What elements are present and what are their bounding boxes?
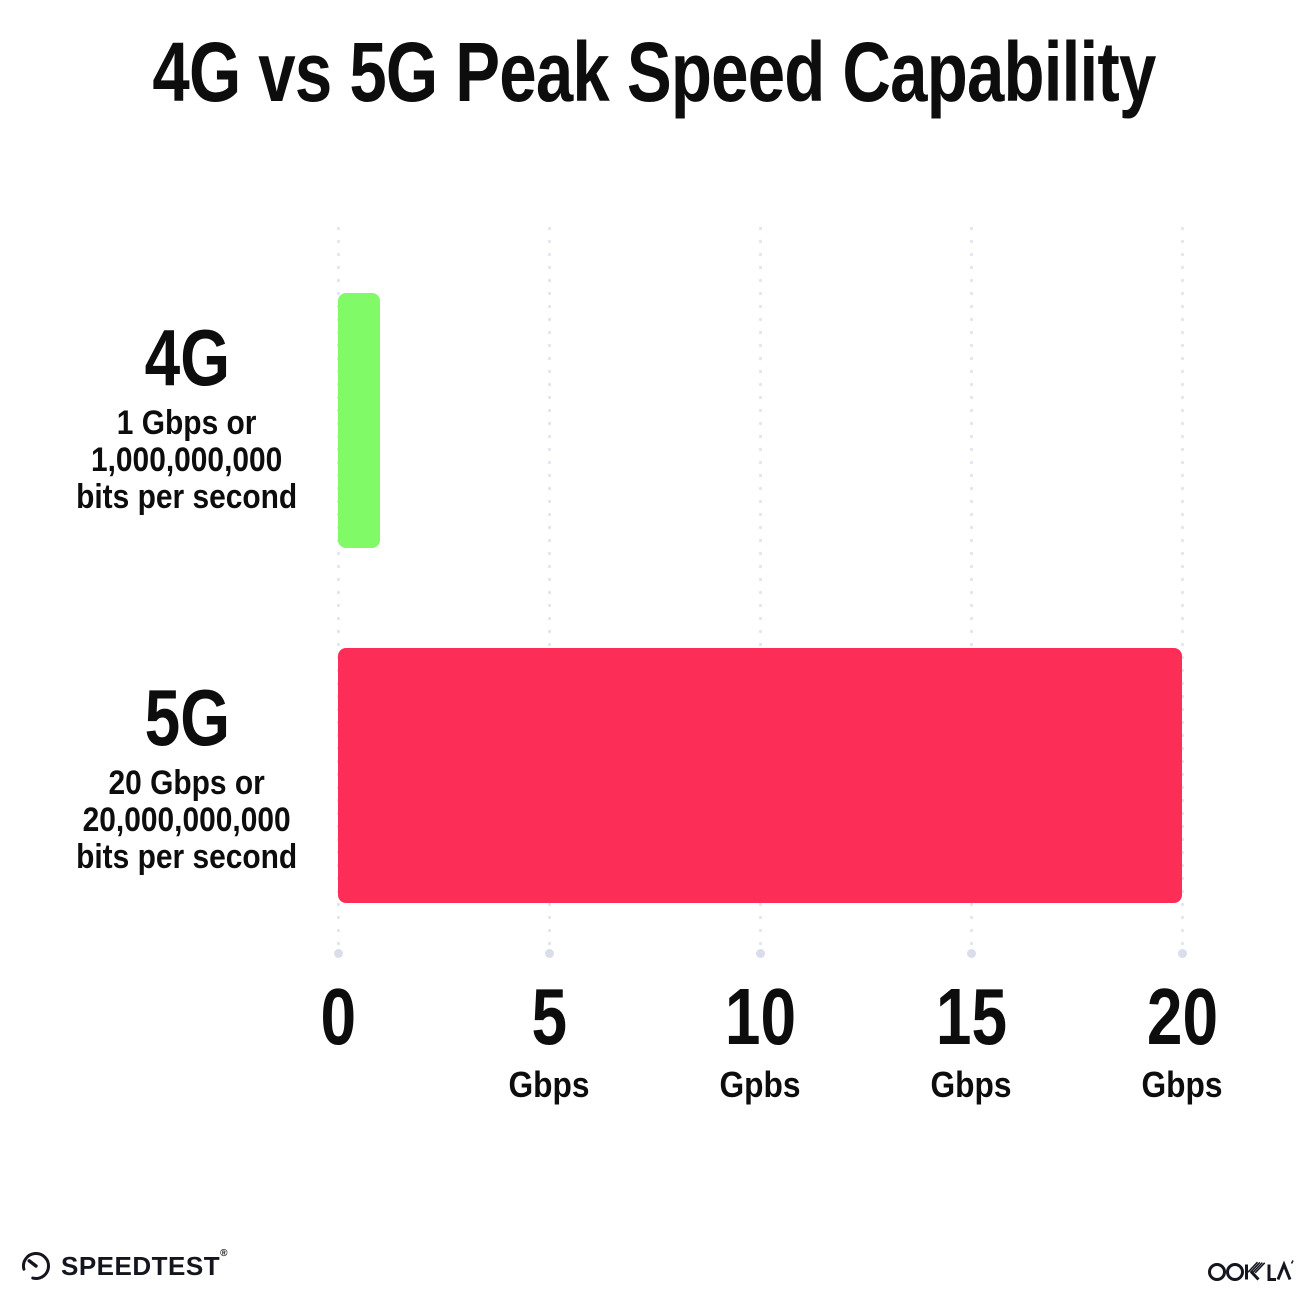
row-label-4g-line1: 1 Gbps or	[117, 404, 257, 442]
x-tick-5-value: 5	[531, 972, 567, 1061]
x-tick-10-unit: Gpbs	[719, 1064, 801, 1105]
x-tick-15: 15 Gbps	[861, 977, 1081, 1103]
row-label-5g-title: 5G	[144, 673, 230, 762]
bar-5g	[338, 648, 1182, 903]
gridline-0gbps	[333, 222, 343, 959]
x-tick-5: 5 Gbps	[439, 977, 659, 1103]
gridline-dots	[1180, 222, 1184, 948]
gridline-dots	[758, 222, 762, 948]
registered-mark: ®	[220, 1248, 228, 1259]
trademark-mark	[1290, 1260, 1294, 1264]
gridline-dots	[547, 222, 551, 948]
gridline-end-dot	[333, 949, 343, 958]
gridline-end-dot	[966, 949, 976, 958]
x-tick-0: 0	[228, 977, 448, 1103]
page-title: 4G vs 5G Peak Speed Capability	[0, 24, 1308, 121]
ookla-logo	[1208, 1256, 1294, 1286]
x-tick-15-unit: Gbps	[930, 1064, 1012, 1105]
gridline-end-dot	[755, 949, 765, 958]
gridline-10gbps	[755, 222, 765, 959]
speedtest-gauge-icon	[22, 1252, 50, 1280]
row-label-4g-line3: bits per second	[76, 478, 298, 516]
row-label-4g-title: 4G	[144, 313, 230, 402]
x-tick-0-value: 0	[320, 972, 356, 1061]
x-tick-20-unit: Gbps	[1141, 1064, 1223, 1105]
x-tick-10: 10 Gpbs	[650, 977, 870, 1103]
row-label-5g-line3: bits per second	[76, 838, 298, 876]
chart-title-text: 4G vs 5G Peak Speed Capability	[152, 25, 1156, 119]
ookla-wordmark-icon	[1208, 1260, 1294, 1281]
row-label-5g-line1: 20 Gbps or	[108, 764, 266, 802]
speedtest-logo-text: SPEEDTEST®	[61, 1248, 228, 1281]
gridline-20gbps	[1177, 222, 1187, 959]
gridline-dots	[969, 222, 973, 948]
x-tick-15-value: 15	[935, 972, 1007, 1061]
x-tick-20: 20 Gbps	[1072, 977, 1292, 1103]
row-label-4g: 4G 1 Gbps or 1,000,000,000 bits per seco…	[36, 318, 338, 516]
row-label-5g-description: 20 Gbps or 20,000,000,000 bits per secon…	[76, 765, 297, 876]
speedtest-logo: SPEEDTEST®	[20, 1248, 228, 1282]
gridline-dots	[336, 222, 340, 948]
row-label-5g: 5G 20 Gbps or 20,000,000,000 bits per se…	[36, 678, 338, 876]
gridline-end-dot	[1177, 949, 1187, 958]
x-tick-10-value: 10	[724, 972, 796, 1061]
x-tick-5-unit: Gbps	[508, 1064, 590, 1105]
row-label-4g-description: 1 Gbps or 1,000,000,000 bits per second	[76, 405, 297, 516]
row-label-4g-line2: 1,000,000,000	[91, 441, 283, 479]
gridline-5gbps	[544, 222, 554, 959]
bar-4g	[338, 293, 381, 548]
row-label-5g-line2: 20,000,000,000	[83, 801, 291, 839]
gridline-end-dot	[544, 949, 554, 958]
x-tick-20-value: 20	[1146, 972, 1218, 1061]
gridline-15gbps	[966, 222, 976, 959]
